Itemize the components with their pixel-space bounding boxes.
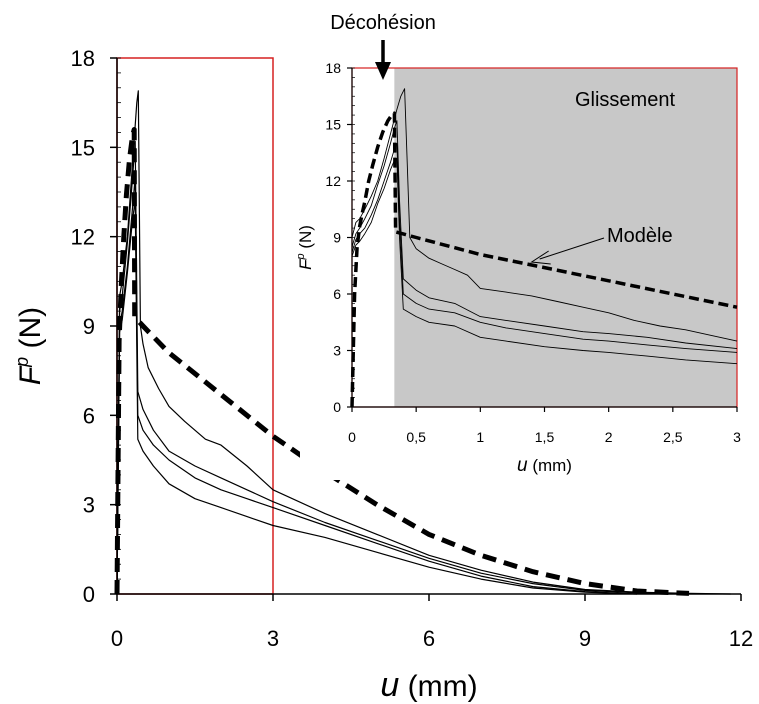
main-x-tick-label: 0 xyxy=(111,626,123,651)
inset-x-tick-label: 2 xyxy=(605,429,613,445)
glissement-label: Glissement xyxy=(575,89,675,111)
inset-x-axis-title: u (mm) xyxy=(517,455,572,476)
model-arrow-shaft xyxy=(539,237,605,260)
decohesion-label: Décohésion xyxy=(330,12,436,34)
inset-x-tick-label: 2,5 xyxy=(663,429,683,445)
inset-y-tick-label: 3 xyxy=(333,343,341,359)
main-y-tick-label: 12 xyxy=(71,225,95,250)
main-experiment-line-1 xyxy=(116,90,731,595)
inset-background xyxy=(300,50,755,480)
model-label: Modèle xyxy=(607,225,673,247)
inset-y-axis-variable: F xyxy=(296,258,315,270)
inset-annotations: Glissement Décohésion Modèle xyxy=(330,12,675,265)
inset-x-tick-label: 1,5 xyxy=(535,429,555,445)
inset-y-tick-label: 15 xyxy=(325,117,341,133)
inset-y-tick-label: 0 xyxy=(333,399,341,415)
inset-y-tick-label: 18 xyxy=(325,60,341,76)
main-y-tick-label: 9 xyxy=(83,314,95,339)
model-arrow-head xyxy=(530,250,551,265)
main-experiment-line-4 xyxy=(116,200,638,595)
inset-x-tick-label: 1 xyxy=(476,429,484,445)
inset-experiment-line-2 xyxy=(351,120,738,350)
glissement-region xyxy=(394,68,737,407)
main-x-tick-label: 12 xyxy=(729,626,753,651)
main-y-tick-label: 3 xyxy=(83,493,95,518)
main-x-tick-label: 9 xyxy=(579,626,591,651)
main-experiment-line-2 xyxy=(116,140,690,595)
main-y-tick-label: 6 xyxy=(83,403,95,428)
inset-x-tick-label: 0,5 xyxy=(406,429,426,445)
main-y-axis-unit: (N) xyxy=(14,307,47,357)
inset-y-axis-superscript: p xyxy=(295,253,307,260)
main-x-tick-label: 3 xyxy=(267,626,279,651)
inset-x-tick-label: 3 xyxy=(733,429,741,445)
inset-y-tick-label: 12 xyxy=(325,173,341,189)
inset-x-tick-label: 0 xyxy=(348,429,356,445)
main-x-axis-unit: (mm) xyxy=(399,670,477,703)
inset-y-axis-unit: (N) xyxy=(296,225,315,253)
inset-experiment-line-3 xyxy=(351,142,738,353)
inset-x-axis-variable: u xyxy=(517,455,528,476)
inset-model-line xyxy=(350,111,738,408)
inset-tick-labels: 0 3 6 9 12 15 18 0 0,5 1 1,5 2 2,5 3 xyxy=(325,60,741,445)
main-y-axis-title: Fp (N) xyxy=(12,307,47,385)
main-y-axis-variable: F xyxy=(14,365,47,385)
main-x-axis-title: u (mm) xyxy=(380,666,477,704)
inset-experiment-line-1 xyxy=(351,88,738,342)
inset-x-axis-unit: (mm) xyxy=(528,456,572,475)
inset-y-tick-label: 6 xyxy=(333,286,341,302)
main-x-axis-variable: u xyxy=(380,666,399,704)
inset-chart: 0 3 6 9 12 15 18 0 0,5 1 1,5 2 2,5 3 u (mm) Fp (N) Gl… xyxy=(295,12,755,480)
main-model-line xyxy=(114,127,690,596)
inset-plot-area xyxy=(350,88,738,408)
main-y-tick-label: 0 xyxy=(83,582,95,607)
main-axes xyxy=(110,57,742,601)
inset-experiment-line-4 xyxy=(351,157,738,365)
inset-y-axis-title: Fp (N) xyxy=(295,225,315,270)
main-x-tick-label: 6 xyxy=(423,626,435,651)
main-y-axis-superscript: p xyxy=(12,357,32,368)
main-experiment-line-3 xyxy=(116,176,638,595)
decohesion-arrow-head xyxy=(375,62,391,80)
main-y-tick-label: 15 xyxy=(71,135,95,160)
inset-y-tick-label: 9 xyxy=(333,230,341,246)
main-y-tick-label: 18 xyxy=(71,46,95,71)
inset-axes xyxy=(347,67,738,412)
